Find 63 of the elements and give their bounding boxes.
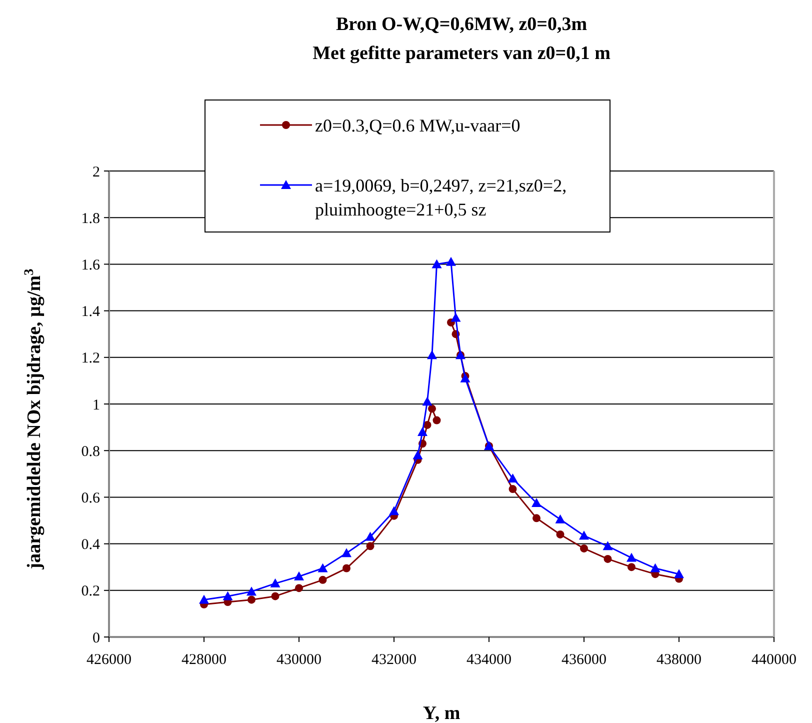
x-tick-label: 428000 [182, 652, 226, 668]
x-tick-label: 436000 [562, 652, 606, 668]
y-tick-label: 0.8 [81, 444, 100, 460]
point [389, 506, 399, 516]
x-tick-label: 432000 [372, 652, 416, 668]
point [423, 420, 432, 429]
x-tick-label: 434000 [466, 652, 512, 668]
y-tick-label: 2 [92, 164, 100, 180]
point [365, 532, 376, 541]
point [556, 530, 564, 538]
point [199, 594, 209, 604]
point [555, 514, 566, 524]
point [422, 396, 432, 406]
point [271, 592, 280, 600]
x-axis-title: Y, m [422, 703, 460, 723]
point [366, 542, 374, 550]
point [270, 578, 280, 588]
point [295, 584, 303, 592]
chart-title: Bron O-W,Q=0,6MW, z0=0,3m [336, 14, 588, 35]
y-tick-label: 1.4 [81, 304, 100, 320]
legend-label: a=19,0069, b=0,2497, z=21,sz0=2, pluimhoogte=21+0,5 sz [315, 175, 567, 220]
point [604, 554, 612, 563]
point [602, 541, 613, 550]
point [342, 564, 350, 572]
point [342, 548, 352, 558]
x-tick-label: 430000 [276, 652, 322, 668]
point [294, 571, 304, 580]
point [427, 350, 437, 360]
point [650, 563, 660, 572]
y-tick-label: 0 [92, 630, 100, 646]
point [246, 586, 256, 596]
point [412, 450, 423, 460]
x-tick-label: 426000 [86, 652, 132, 668]
point [508, 485, 517, 494]
point [432, 259, 442, 268]
point [508, 474, 518, 483]
chart-subtitle: Met gefitte parameters van z0=0,1 m [312, 43, 611, 64]
y-tick-label: 0.2 [81, 584, 100, 600]
y-tick-label: 1.2 [81, 350, 100, 367]
x-tick-label: 438000 [656, 652, 702, 668]
point [532, 514, 540, 522]
y-tick-label: 1.8 [81, 210, 100, 227]
point [446, 256, 456, 266]
point [222, 591, 233, 600]
legend-label: z0=0.3,Q=0.6 MW,u-vaar=0 [315, 115, 520, 136]
point [674, 569, 684, 578]
y-tick-label: 1.6 [81, 257, 100, 274]
x-tick-label: 440000 [752, 652, 796, 668]
point [532, 498, 542, 508]
y-tick-label: 0.6 [81, 490, 100, 506]
point [428, 404, 436, 413]
y-tick-label: 1 [92, 397, 100, 414]
point [450, 312, 461, 322]
point [318, 563, 328, 572]
point [248, 596, 256, 604]
point [418, 426, 428, 436]
y-tick-label: 0.4 [81, 537, 100, 554]
point [579, 530, 589, 540]
point [318, 576, 327, 584]
point [580, 544, 588, 552]
point [432, 416, 441, 424]
point [626, 552, 636, 562]
point [628, 563, 636, 572]
